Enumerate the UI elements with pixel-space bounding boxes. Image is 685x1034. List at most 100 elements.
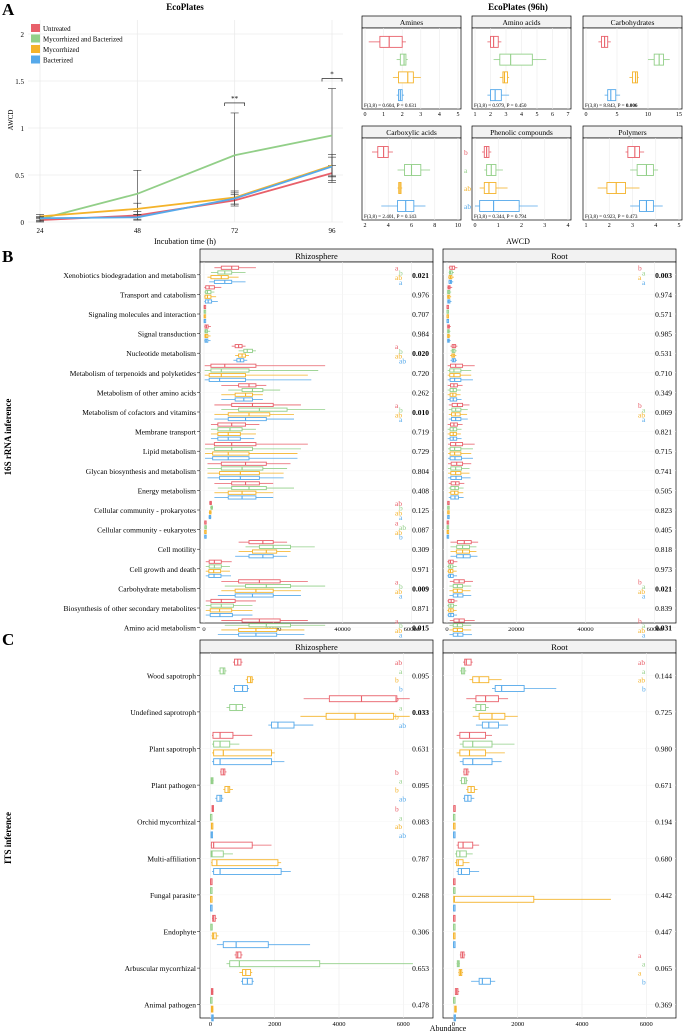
row-p-value: 0.349 <box>655 388 672 397</box>
row-p-value: 0.715 <box>655 447 672 456</box>
row-label: Arbuscular mycorrhizal <box>125 964 196 973</box>
its-xlabel: Abundance <box>430 1024 467 1033</box>
line-xtick-label: 48 <box>134 227 142 235</box>
facet-tick-label: 6000 <box>640 1021 653 1028</box>
facet-tick-label: 4000 <box>576 1021 589 1028</box>
row-p-value: 0.971 <box>412 565 429 574</box>
row-box-untreated-box <box>475 695 499 703</box>
row-letter: ab <box>638 587 645 596</box>
row-p-value: 0.839 <box>655 604 672 613</box>
facet-tick-label: 40000 <box>577 626 593 633</box>
row-letter: b <box>399 582 403 591</box>
row-box-myc-box <box>246 676 253 684</box>
legend-label-myc: Mycorrhized <box>43 46 80 54</box>
row-p-value: 0.531 <box>655 349 672 358</box>
row-box-untreated-box <box>450 442 464 447</box>
eco-box-bac-box <box>490 89 502 102</box>
row-label: Animal pathogen <box>144 1001 196 1010</box>
row-letter: ab <box>638 626 645 635</box>
eco-tick-label: 1 <box>585 223 588 229</box>
row-box-bac-box <box>213 279 233 284</box>
row-letter: a <box>395 401 399 410</box>
facet-tick-label: 2000 <box>511 1021 524 1028</box>
row-box-mb-box <box>451 407 462 412</box>
row-box-untreated-box <box>210 598 236 603</box>
eco-box-myc-box <box>398 71 414 84</box>
row-letter: b <box>638 577 642 586</box>
row-box-myc-box <box>325 712 395 720</box>
significance-marker: * <box>330 71 334 79</box>
row-p-value: 0.015 <box>412 624 429 633</box>
line-legend: Untreated Mycorrhized and Bacterized Mycor… <box>31 24 123 65</box>
row-box-mb-box <box>210 368 250 373</box>
row-box-mb-box <box>248 623 291 628</box>
row-letter: ab <box>395 499 402 508</box>
row-letter: a <box>395 264 399 273</box>
eco-box-mb-box <box>499 53 533 66</box>
row-label: Wood sapotroph <box>147 671 196 680</box>
row-box-bac-box <box>213 868 282 875</box>
row-p-value: 0.804 <box>412 467 429 476</box>
eco-panel-title: Carbohydrates <box>611 18 655 27</box>
line-series-bac <box>39 165 333 220</box>
row-box-bac-box <box>227 417 267 422</box>
row-label: Cellular community - prokaryotes <box>94 506 196 515</box>
facet-tick-label: 6000 <box>397 1021 410 1028</box>
row-box-bac-box <box>216 794 223 802</box>
eco-panel: Carbohydrates051015ababaF(3,8) = 8.843, … <box>582 15 683 118</box>
eco-tick-label: 3 <box>631 223 634 229</box>
row-box-bac-box <box>449 377 462 382</box>
row-p-value: 0.447 <box>655 928 672 937</box>
eco-tick-label: 2 <box>401 112 404 118</box>
row-letter: b <box>399 684 403 693</box>
row-box-myc-box <box>208 569 222 574</box>
eco-panel-title: Polymers <box>618 128 646 137</box>
row-box-untreated-box <box>450 363 464 368</box>
row-box-untreated-box <box>210 841 253 849</box>
eco-tick-label: 10 <box>455 223 461 229</box>
row-label: Metabolism of terpenoids and polyketides <box>70 369 196 378</box>
row-box-mb-box <box>210 850 224 858</box>
eco-box-bac-box <box>607 89 617 102</box>
row-box-myc-box <box>252 549 278 554</box>
eco-tick-label: 7 <box>567 112 570 118</box>
legend-swatch-mb <box>31 34 40 43</box>
row-p-value: 0.976 <box>412 290 429 299</box>
row-letter: ab <box>638 676 645 685</box>
row-box-mb-box <box>243 348 253 353</box>
row-label: Fungal parasite <box>150 891 197 900</box>
row-box-mb-box <box>219 667 226 675</box>
row-p-value: 0.010 <box>412 408 429 417</box>
eco-title: EcoPlates (96h) <box>488 2 548 12</box>
eco-box-mb-box <box>399 53 407 66</box>
row-box-mb-box <box>456 850 467 858</box>
eco-tick-label: 4 <box>567 223 570 229</box>
row-box-mb-box <box>449 446 462 451</box>
row-p-value: 0.710 <box>655 369 672 378</box>
eco-letter: ab <box>464 202 471 211</box>
row-p-value: 0.021 <box>655 584 672 593</box>
facet-title: Rhizosphere <box>295 251 338 261</box>
row-letter: b <box>395 712 399 721</box>
facet-plot-area <box>442 261 677 624</box>
row-box-bac-box <box>219 475 260 480</box>
row-label: Endophyte <box>164 928 197 937</box>
row-box-untreated-box <box>248 540 274 545</box>
row-box-bac-box <box>222 941 269 949</box>
row-box-mb-box <box>245 584 291 589</box>
row-box-bac-box <box>457 868 470 875</box>
line-chart-title: EcoPlates <box>166 2 204 12</box>
eco-stat-text: F(3,8) = 2.401, P = 0.143 <box>364 213 417 220</box>
row-label: Cellular community - eukaryotes <box>97 526 196 535</box>
eco-box-myc-box <box>483 182 497 194</box>
eco-box-mb-box <box>404 164 422 176</box>
row-letter: b <box>395 676 399 685</box>
row-letter: ab <box>399 721 406 730</box>
eco-tick-label: 4 <box>520 112 523 118</box>
eco-tick-label: 4 <box>654 223 657 229</box>
row-letter: ab <box>395 822 402 831</box>
row-p-value: 0.680 <box>655 854 672 863</box>
row-p-value: 0.823 <box>655 506 672 515</box>
row-letter: a <box>399 667 403 676</box>
row-label: Lipid metabolism <box>143 447 196 456</box>
